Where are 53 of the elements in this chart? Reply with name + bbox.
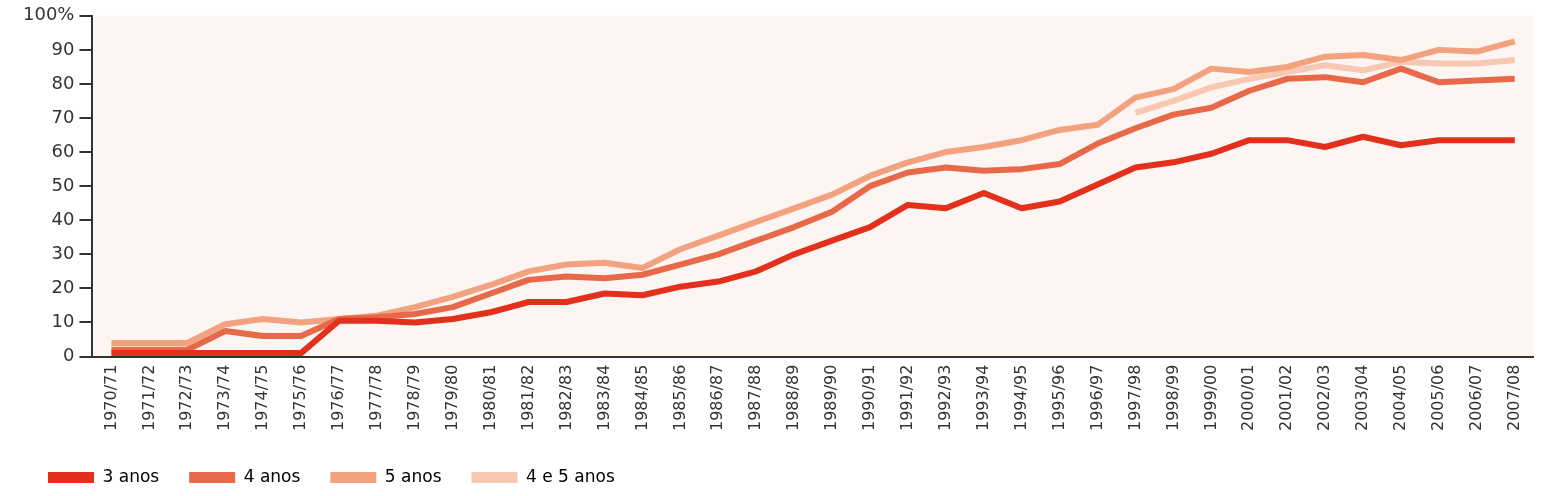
x-tick-label: 1995/96 [1048,364,1068,431]
legend-label: 4 e 5 anos [526,465,615,486]
y-tick-label: 50 [51,173,75,195]
x-tick-label: 1997/98 [1124,364,1144,431]
y-tick-label: 100% [22,3,75,25]
x-tick-label: 1999/00 [1200,364,1220,431]
x-tick-label: 1970/71 [100,364,120,431]
x-tick-label: 2004/05 [1390,364,1410,431]
x-tick-label: 1985/86 [669,364,689,431]
x-tick-label: 1981/82 [517,364,537,431]
x-tick-label: 1991/92 [897,364,917,431]
x-tick-label: 1979/80 [441,364,461,431]
x-tick-label: 1975/76 [290,364,310,431]
legend-label: 3 anos [102,465,160,486]
x-tick-label: 1977/78 [366,364,386,431]
y-tick-label: 0 [63,344,75,366]
y-tick-label: 20 [51,276,75,298]
x-tick-label: 2005/06 [1428,364,1448,431]
y-tick-label: 90 [51,37,75,59]
x-tick-label: 1990/91 [859,364,879,431]
x-tick-label: 1987/88 [745,364,765,431]
y-tick-label: 80 [51,71,75,93]
y-tick-label: 70 [51,105,75,127]
x-tick-label: 1976/77 [328,364,348,431]
x-tick-label: 1994/95 [1010,364,1030,431]
legend-label: 4 anos [243,465,301,486]
y-tick-label: 10 [51,310,75,332]
x-tick-label: 1978/79 [404,364,424,431]
y-tick-label: 30 [51,241,75,263]
x-tick-label: 2007/08 [1503,364,1523,431]
x-tick-label: 1980/81 [479,364,499,431]
x-tick-label: 2003/04 [1352,364,1372,431]
x-tick-label: 2001/02 [1276,364,1296,431]
x-tick-label: 1996/97 [1086,364,1106,431]
x-tick-label: 1984/85 [631,364,651,431]
y-tick-label: 40 [51,207,75,229]
x-tick-label: 1988/89 [783,364,803,431]
x-tick-label: 1971/72 [138,364,158,431]
y-tick-label: 60 [51,139,75,161]
x-tick-label: 1974/75 [252,364,272,431]
legend-label: 5 anos [384,465,442,486]
x-tick-label: 1998/99 [1162,364,1182,431]
x-tick-label: 1989/90 [821,364,841,431]
x-tick-label: 1982/83 [555,364,575,431]
x-tick-label: 1972/73 [176,364,196,431]
x-tick-label: 1992/93 [935,364,954,431]
x-tick-label: 1993/94 [972,364,992,431]
x-tick-label: 2006/07 [1466,364,1485,431]
x-tick-label: 1973/74 [214,364,234,431]
x-tick-label: 1983/84 [593,364,613,431]
x-tick-label: 2000/01 [1238,364,1258,431]
x-tick-label: 1986/87 [707,364,727,431]
x-tick-label: 2002/03 [1314,364,1334,431]
